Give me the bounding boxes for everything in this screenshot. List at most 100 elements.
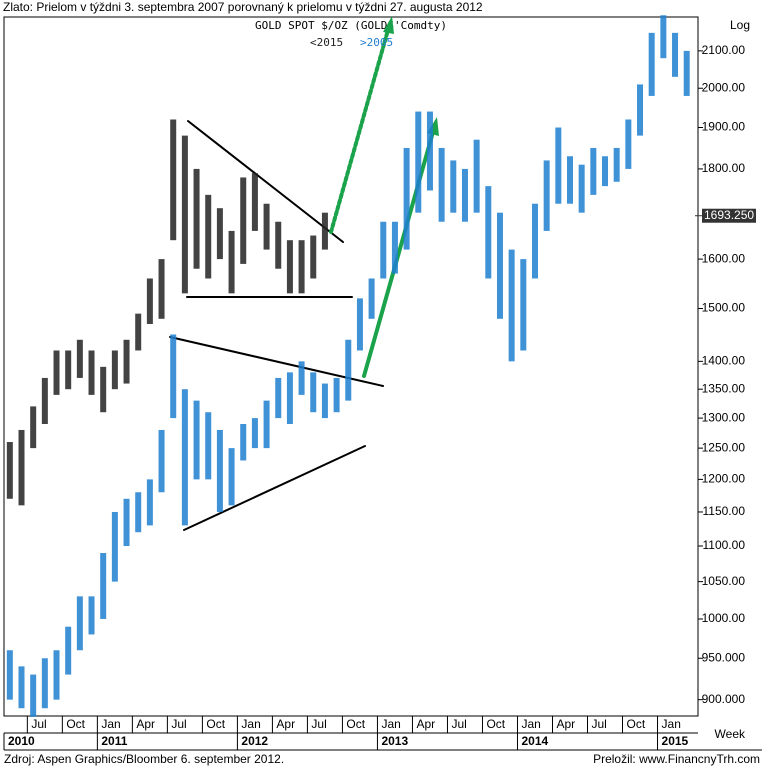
price-range	[65, 626, 72, 675]
translator: Preložil: www.FinancnyTrh.com	[593, 752, 760, 766]
price-range	[53, 650, 60, 700]
price-range	[181, 135, 188, 294]
price-range	[450, 160, 457, 213]
price-range	[683, 50, 690, 96]
arrow-line	[362, 130, 435, 378]
price-range	[88, 596, 95, 635]
price-range	[30, 674, 37, 717]
price-range	[53, 350, 60, 395]
price-range	[368, 278, 375, 319]
price-range	[555, 127, 562, 204]
trend-line	[183, 445, 366, 531]
x-tick-label: Jan	[662, 717, 681, 731]
price-range	[135, 492, 142, 533]
price-range	[310, 235, 317, 279]
price-range	[543, 160, 550, 231]
x-unit-label: Week	[715, 727, 746, 741]
price-range	[216, 429, 223, 512]
annotations	[169, 16, 439, 531]
price-range	[391, 221, 398, 274]
y-tick-label: 1150.00	[703, 504, 746, 518]
y-tick-label: 950.000	[702, 650, 746, 664]
price-range	[531, 203, 538, 279]
price-range	[286, 372, 293, 425]
x-tick-label: Apr	[276, 717, 295, 731]
price-range	[263, 203, 270, 250]
price-range	[205, 194, 212, 279]
price-range	[240, 177, 247, 264]
price-range	[298, 361, 305, 395]
price-range	[170, 119, 177, 241]
price-range	[356, 298, 363, 351]
price-range	[205, 412, 212, 480]
price-range	[170, 334, 177, 419]
price-range	[403, 147, 410, 250]
price-range	[275, 377, 282, 419]
price-range	[251, 418, 258, 449]
price-range	[135, 313, 142, 351]
series	[6, 119, 328, 506]
price-range	[625, 119, 632, 169]
y-tick-label: 2100.00	[702, 43, 746, 57]
y-tick-label: 900.000	[702, 692, 746, 706]
year-label: 2013	[381, 734, 408, 748]
y-tick-label: 1100.00	[703, 538, 746, 552]
x-tick-label: Oct	[486, 717, 505, 731]
x-tick-label: Oct	[206, 717, 225, 731]
price-range	[275, 221, 282, 269]
price-range	[181, 389, 188, 526]
price-range	[590, 147, 597, 195]
x-tick-label: Oct	[66, 717, 85, 731]
current-price-box	[702, 208, 756, 223]
source: Zdroj: Aspen Graphics/Bloomber 6. septem…	[4, 752, 284, 766]
price-range	[228, 230, 235, 294]
price-range	[111, 511, 118, 582]
x-tick-label: Jan	[521, 717, 540, 731]
price-range	[123, 339, 130, 384]
y-tick-label: 2000.00	[702, 80, 746, 94]
y-tick-label: 1300.00	[702, 410, 746, 424]
price-range	[473, 139, 480, 213]
y-tick-label: 1900.00	[702, 120, 746, 134]
x-tick-label: Oct	[627, 717, 646, 731]
price-range	[520, 259, 527, 351]
price-range	[426, 111, 433, 191]
price-range	[240, 424, 247, 461]
price-range	[648, 32, 655, 96]
price-range	[298, 240, 305, 294]
price-range	[216, 208, 223, 260]
price-range	[380, 221, 387, 279]
price-range	[146, 278, 153, 324]
x-tick-label: Apr	[416, 717, 435, 731]
year-label: 2015	[662, 734, 689, 748]
price-range	[193, 168, 200, 269]
x-tick-label: Jul	[311, 717, 326, 731]
price-range	[41, 377, 48, 425]
y-tick-label: 1500.00	[702, 301, 746, 315]
price-range	[672, 32, 679, 77]
price-range	[88, 350, 95, 395]
price-range	[228, 448, 235, 506]
arrow-line	[329, 28, 390, 234]
legend-entry: <2015	[310, 36, 343, 49]
x-tick-label: Apr	[136, 717, 155, 731]
y-tick-label: 1050.00	[702, 574, 746, 588]
price-range	[286, 240, 293, 294]
price-range	[602, 156, 609, 187]
y-tick-label: 1250.00	[702, 440, 746, 454]
chart-title: Zlato: Prielom v týždni 3. septembra 200…	[3, 0, 483, 14]
price-range	[158, 429, 165, 493]
price-range	[578, 164, 585, 213]
price-range	[345, 339, 352, 401]
current-price-label: 1693.250	[704, 208, 754, 222]
price-range	[660, 15, 667, 59]
x-tick-label: Jan	[241, 717, 260, 731]
series	[6, 15, 690, 717]
price-range	[30, 406, 37, 449]
price-range	[18, 429, 25, 506]
plot-frame	[3, 16, 699, 717]
price-range	[158, 259, 165, 319]
price-range	[76, 339, 83, 378]
price-range	[508, 249, 515, 362]
